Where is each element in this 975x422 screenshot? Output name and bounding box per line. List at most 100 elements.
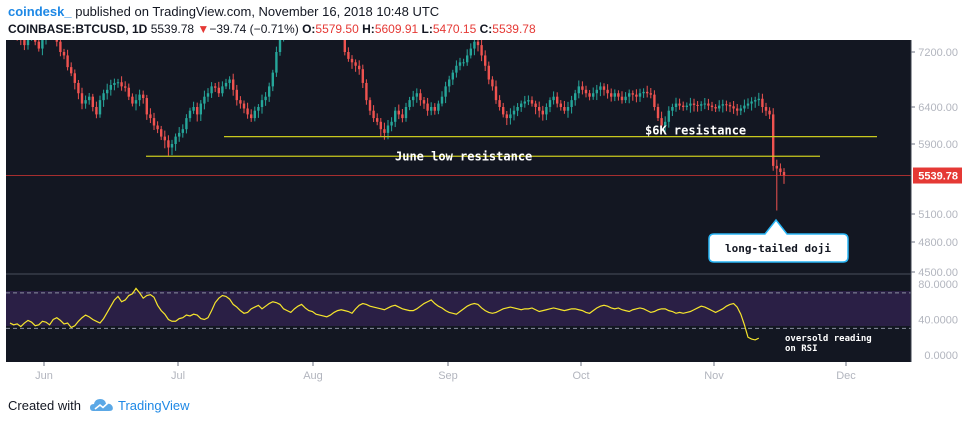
publisher-name[interactable]: coindesk_ xyxy=(8,4,72,19)
candle-body xyxy=(188,110,192,119)
candle-body xyxy=(203,96,206,104)
candle-body xyxy=(548,100,552,107)
candle-body xyxy=(646,91,649,94)
candle-body xyxy=(523,101,526,104)
candle-body xyxy=(116,82,120,84)
candle-body xyxy=(26,40,30,46)
candle-body xyxy=(642,91,645,94)
low-value: 5470.15 xyxy=(432,22,477,36)
candle-body xyxy=(516,107,519,111)
candle-body xyxy=(448,79,451,87)
resistance-layer: $6K resistance June low resistance xyxy=(6,124,911,177)
candle-body xyxy=(700,104,703,106)
candle-body xyxy=(268,86,271,97)
candle-body xyxy=(192,107,195,111)
candle-body xyxy=(253,110,256,119)
candle-body xyxy=(66,55,69,68)
rsi-line xyxy=(9,287,760,341)
candle-body xyxy=(170,144,174,148)
created-with-label: Created with xyxy=(8,398,81,413)
candle-body xyxy=(358,65,361,70)
candle-body xyxy=(664,121,667,126)
price-tick-label: 5900.00 xyxy=(918,139,958,151)
candle-body xyxy=(764,107,768,111)
candle-body xyxy=(696,104,699,106)
candle-body xyxy=(462,62,465,64)
rsi-tick-label: 0.0000 xyxy=(924,350,958,362)
candle-body xyxy=(430,107,433,111)
axes-layer: 7200.00 6400.00 5900.00 5100.00 4800.00 4500.… xyxy=(35,47,962,382)
candle-body xyxy=(59,41,62,52)
candle-body xyxy=(552,96,555,101)
candle-body xyxy=(750,101,753,104)
candle-body xyxy=(152,118,156,126)
candle-body xyxy=(628,93,631,97)
candle-body xyxy=(667,110,670,122)
candle-body xyxy=(217,87,220,94)
candle-body xyxy=(109,85,112,90)
tradingview-cloud-icon[interactable] xyxy=(89,396,115,414)
candle-body xyxy=(538,107,541,111)
candle-body xyxy=(250,114,253,119)
low-label: L: xyxy=(421,22,433,36)
rsi-band xyxy=(6,291,911,326)
candle-body xyxy=(142,94,145,99)
candle-body xyxy=(491,79,494,87)
candle-body xyxy=(631,93,634,95)
candle-body xyxy=(368,100,372,111)
time-tick-label: Nov xyxy=(704,370,724,382)
candle-body xyxy=(779,168,782,172)
candle-body xyxy=(545,107,548,115)
candle-body xyxy=(361,69,364,83)
time-tick-label: Dec xyxy=(836,370,856,382)
candle-body xyxy=(574,93,577,101)
price-chart[interactable]: $6K resistance June low resistance 7200.0… xyxy=(0,40,975,386)
candles-layer xyxy=(16,40,786,211)
candle-body xyxy=(732,106,735,109)
candle-body xyxy=(466,55,469,63)
candle-body xyxy=(113,82,116,85)
candle-body xyxy=(91,96,94,107)
candle-body xyxy=(167,140,170,148)
candle-body xyxy=(199,103,202,115)
doji-callout-box xyxy=(708,218,849,263)
candle-body xyxy=(520,103,523,107)
candle-body xyxy=(210,86,213,94)
chart-header: coindesk_ published on TradingView.com, … xyxy=(0,0,975,40)
candle-body xyxy=(473,41,476,49)
candle-body xyxy=(775,165,778,169)
candle-body xyxy=(383,129,386,133)
rsi-tick-label: 40.0000 xyxy=(918,315,958,327)
last-price-badge xyxy=(913,167,962,184)
candle-body xyxy=(635,94,638,97)
candle-body xyxy=(728,104,732,107)
candle-body xyxy=(55,40,58,42)
tradingview-link[interactable]: TradingView xyxy=(118,398,190,413)
close-label: C: xyxy=(479,22,493,36)
candle-body xyxy=(95,107,98,115)
candle-body xyxy=(620,96,624,101)
candle-body xyxy=(404,107,408,119)
high-label: H: xyxy=(362,22,375,36)
candle-body xyxy=(498,100,501,107)
candle-body xyxy=(761,98,764,107)
candle-body xyxy=(260,100,264,107)
candle-body xyxy=(721,104,724,106)
candle-body xyxy=(350,58,354,63)
candle-body xyxy=(512,110,516,115)
candle-body xyxy=(505,114,508,119)
candle-body xyxy=(570,100,573,107)
candle-body xyxy=(469,48,472,56)
candle-body xyxy=(530,100,534,104)
candle-body xyxy=(484,55,487,66)
candle-body xyxy=(606,89,609,94)
symbol-label[interactable]: COINBASE:BTCUSD, 1D xyxy=(8,22,148,36)
candle-body xyxy=(595,89,598,94)
candle-body xyxy=(408,100,411,107)
candle-body xyxy=(181,129,184,133)
candle-body xyxy=(743,105,746,109)
candle-body xyxy=(232,79,235,90)
candle-body xyxy=(610,93,613,97)
candle-body xyxy=(271,72,274,87)
publish-line: coindesk_ published on TradingView.com, … xyxy=(8,4,439,19)
